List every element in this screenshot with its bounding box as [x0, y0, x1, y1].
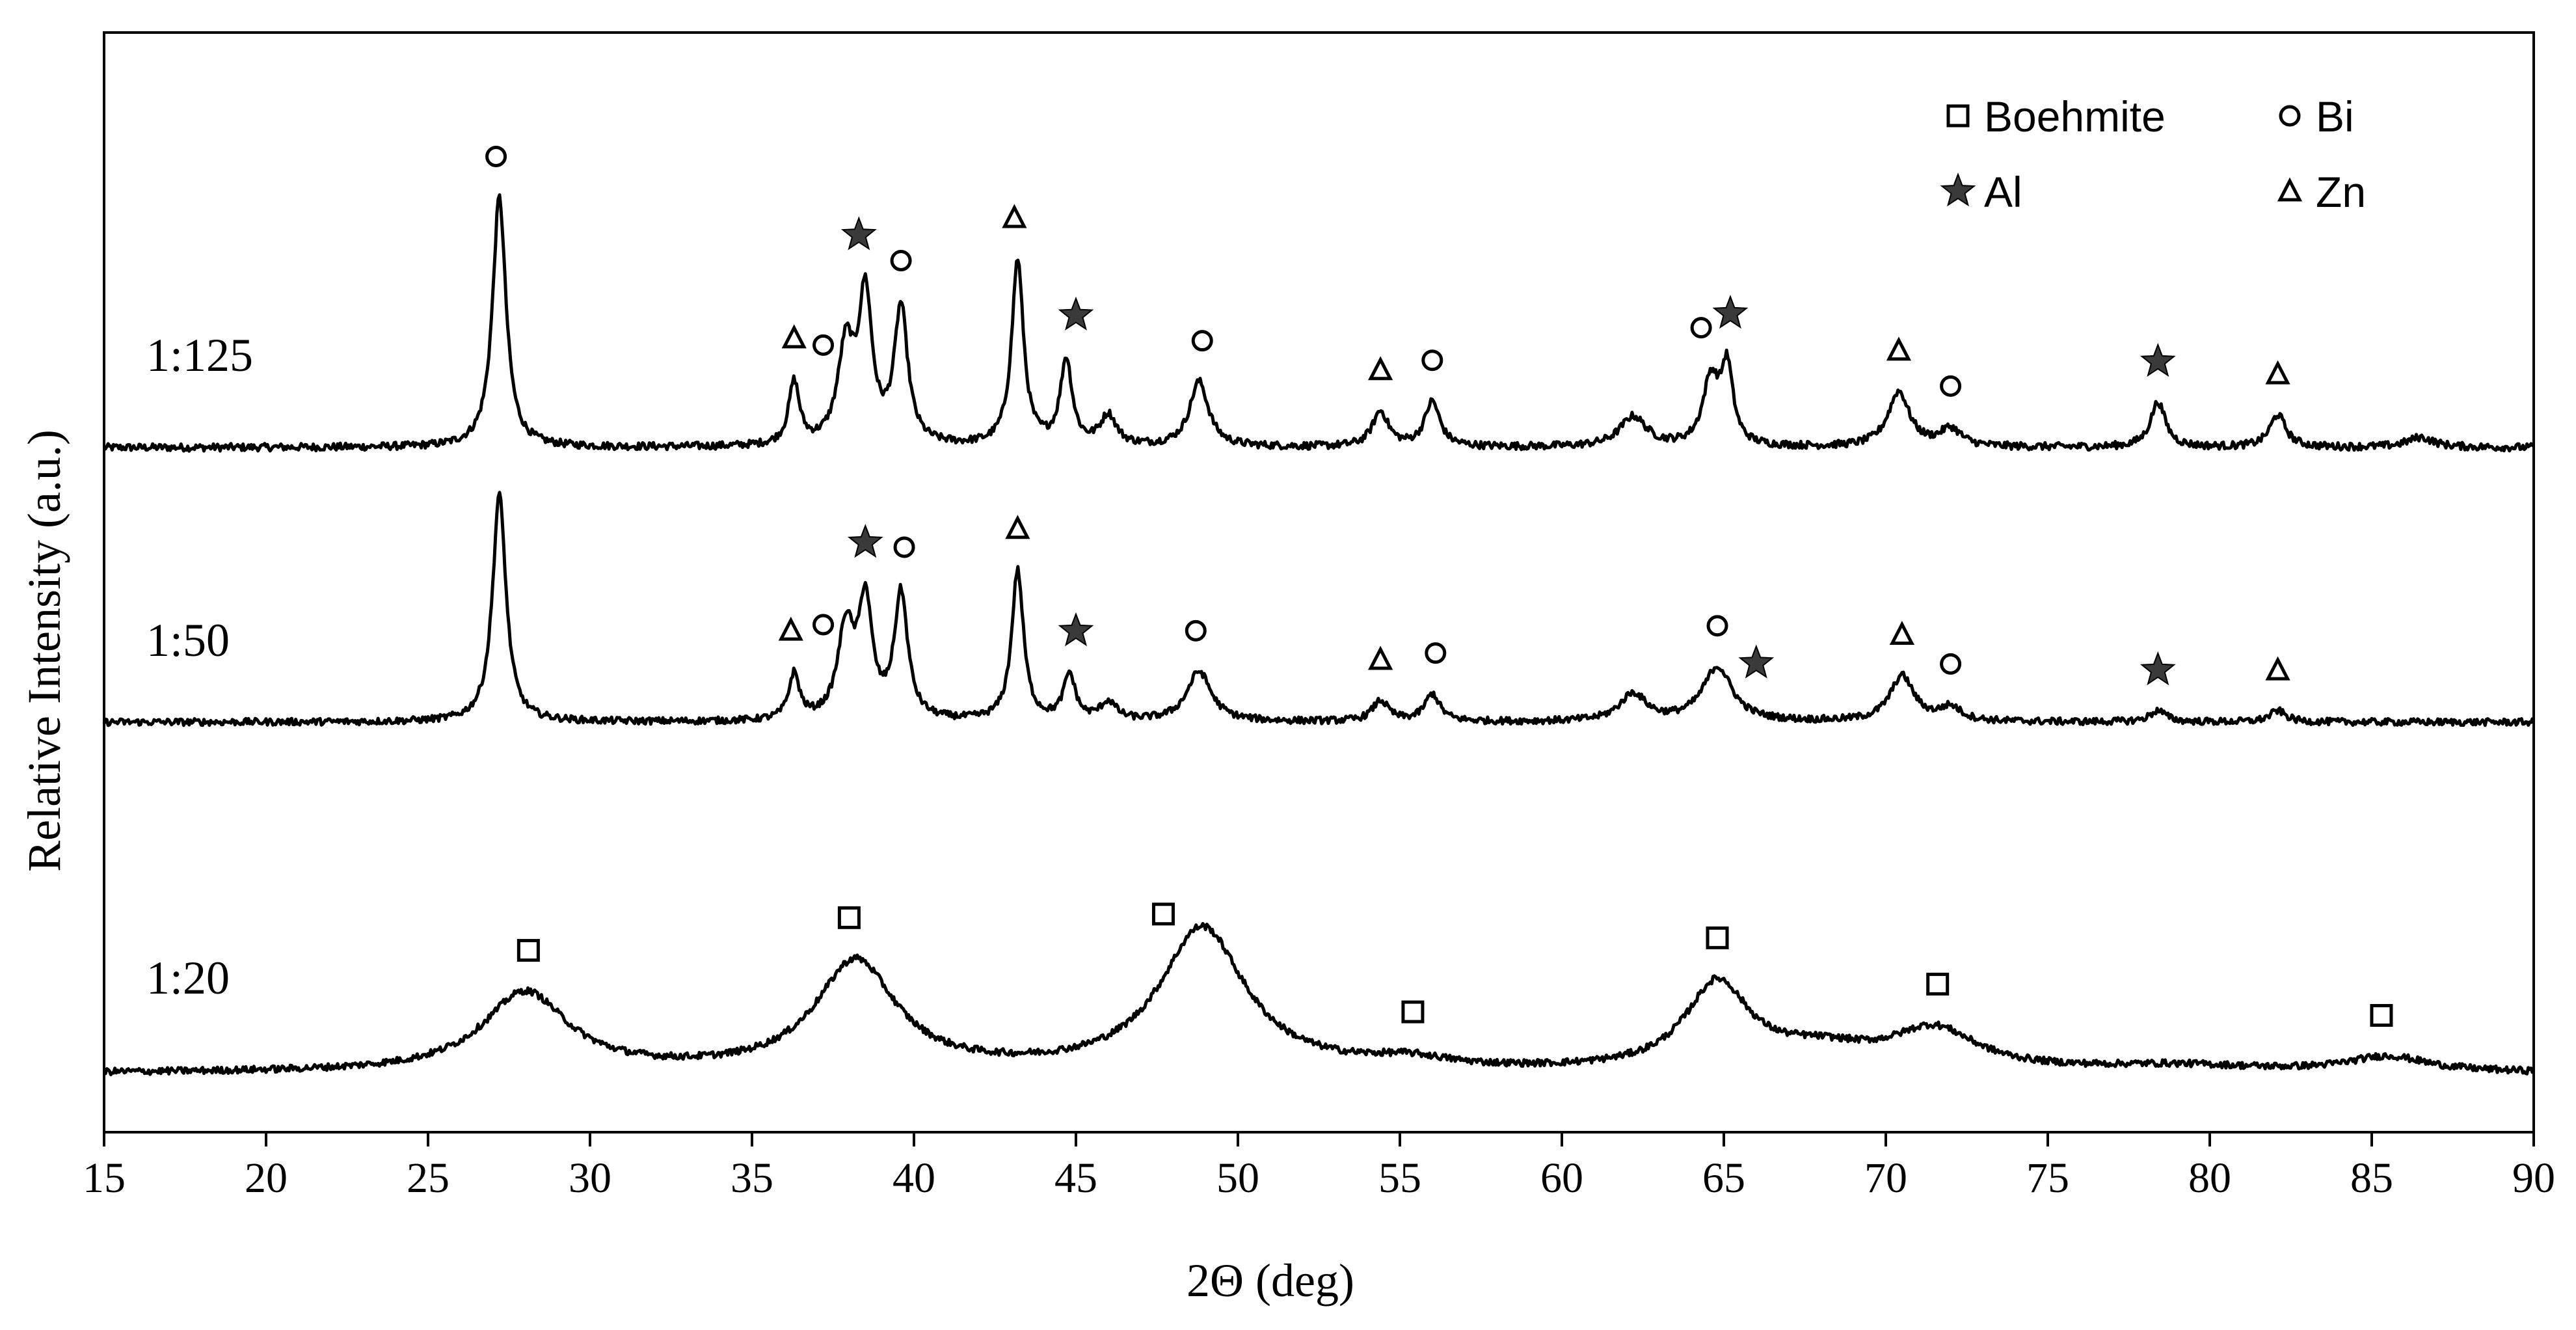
legend-item: Zn [2277, 168, 2366, 216]
x-tick-label: 55 [1378, 1154, 1421, 1202]
series-line-1:20 [103, 922, 2536, 1076]
circle-marker [1421, 349, 1443, 372]
plot-frame [103, 31, 2535, 1133]
circle-marker [893, 536, 915, 558]
circle-marker [1191, 330, 1213, 352]
series-label: 1:50 [146, 614, 230, 666]
star-marker [847, 524, 883, 558]
star-marker [2140, 651, 2176, 686]
series-label: 1:125 [146, 329, 253, 381]
legend-item: Al [1940, 168, 2022, 216]
series-line-1:125 [102, 193, 2535, 453]
x-tick-label: 30 [569, 1154, 611, 1202]
star-icon [1940, 172, 1976, 207]
x-tick-label: 15 [83, 1154, 126, 1202]
legend-label: Al [1984, 168, 2022, 216]
circle-marker [1425, 642, 1447, 664]
circle-icon [2279, 105, 2301, 127]
x-tick-label: 40 [892, 1154, 935, 1202]
triangle-marker [1886, 336, 1912, 361]
square-marker [1151, 903, 1175, 926]
series-line-1:50 [102, 491, 2536, 727]
square-marker [1926, 972, 1950, 996]
triangle-marker [1368, 356, 1393, 381]
triangle-marker [1368, 645, 1393, 670]
x-tick-label: 80 [2188, 1154, 2231, 1202]
x-axis-label: 2Θ (deg) [1187, 1255, 1354, 1307]
x-tick-label: 45 [1054, 1154, 1097, 1202]
x-tick-label: 65 [1702, 1154, 1745, 1202]
triangle-icon [2277, 177, 2303, 202]
x-tick-label: 75 [2026, 1154, 2069, 1202]
legend-label: Boehmite [1984, 92, 2166, 141]
triangle-marker [1002, 204, 1027, 228]
legend: Boehmite Bi Al Zn [1940, 92, 2366, 216]
x-axis: 15 20 25 30 35 40 45 50 55 60 65 70 75 80 85 90 [83, 1132, 2555, 1202]
x-tick-label: 85 [2350, 1154, 2393, 1202]
circle-marker [1690, 317, 1712, 339]
series-label: 1:20 [146, 952, 230, 1004]
x-tick-label: 70 [1864, 1154, 1907, 1202]
x-tick-label: 25 [407, 1154, 449, 1202]
star-marker [1738, 644, 1775, 679]
square-marker [1706, 926, 1729, 949]
square-marker [2370, 1004, 2393, 1027]
legend-label: Zn [2316, 168, 2366, 216]
star-marker [840, 216, 877, 251]
triangle-marker [1005, 515, 1030, 539]
circle-marker [485, 145, 507, 167]
legend-item: Boehmite [1946, 92, 2166, 141]
star-marker [1712, 294, 1749, 329]
x-tick-label: 20 [245, 1154, 288, 1202]
square-icon [1946, 104, 1970, 128]
circle-marker [890, 250, 912, 272]
circle-marker [812, 334, 835, 356]
legend-label: Bi [2316, 92, 2354, 141]
triangle-marker [778, 616, 803, 641]
x-tick-label: 90 [2512, 1154, 2555, 1202]
circle-marker [1185, 619, 1207, 642]
square-marker [837, 906, 861, 929]
circle-marker [1940, 653, 1962, 675]
plot-border [103, 31, 2535, 1133]
triangle-marker [2265, 656, 2290, 681]
star-marker [1058, 296, 1094, 331]
peak-markers [485, 145, 2393, 1027]
curves [102, 193, 2536, 1076]
square-marker [1401, 1000, 1425, 1024]
circle-marker [812, 614, 835, 636]
triangle-marker [1889, 621, 1915, 645]
star-marker [1058, 612, 1094, 647]
triangle-marker [2265, 360, 2290, 385]
x-tick-label: 50 [1216, 1154, 1259, 1202]
star-marker [2140, 342, 2176, 377]
x-tick-label: 60 [1540, 1154, 1583, 1202]
circle-marker [1940, 375, 1962, 397]
circle-marker [1706, 615, 1728, 637]
x-tick-label: 35 [731, 1154, 773, 1202]
square-marker [517, 939, 540, 962]
triangle-marker [781, 324, 807, 349]
series-labels: 1:125 1:50 1:20 [146, 329, 253, 1004]
y-axis-label: Relative Intensity (a.u.) [18, 429, 70, 872]
legend-item: Bi [2279, 92, 2354, 141]
